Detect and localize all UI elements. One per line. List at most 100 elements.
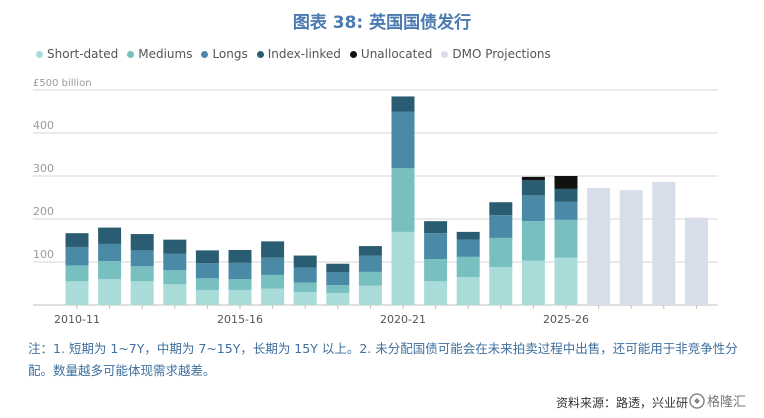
svg-text:格隆汇: 格隆汇 [707,394,746,410]
bar-segment-longs [98,243,122,262]
bar-segment-short-dated [326,292,350,305]
legend-item-longs: Longs [201,47,248,61]
watermark-logo: 格隆汇 [689,393,746,410]
bar-segment-index-linked [163,239,187,254]
bar-segment-short-dated [554,257,578,305]
legend-swatch [349,50,357,58]
legend-label: Mediums [138,47,193,61]
bar-segment-index-linked [326,263,350,273]
chart-title: 图表 38: 英国国债发行 [292,13,472,33]
bar-segment-mediums [521,221,545,261]
bar-segment-unallocated [554,176,578,189]
bar-segment-short-dated [98,279,122,305]
bar-segment-short-dated [65,281,89,305]
bar-segment-index-linked [65,233,89,247]
bar-segment-mediums [293,282,317,293]
legend-item-mediums: Mediums [127,47,192,61]
bar-segment-short-dated [195,289,219,305]
bar-segment-longs [195,263,219,279]
bar-segment-short-dated [261,288,285,305]
bar-segment-mediums [195,278,219,290]
bar-segment-short-dated [358,285,382,305]
legend-item-dmo-projections: DMO Projections [441,47,551,61]
bar-segment-short-dated [456,277,480,305]
bar-segment-index-linked [228,249,252,263]
bar-segment-dmo-projections [587,188,611,305]
bar-segment-mediums [261,274,285,289]
bar-segment-mediums [326,285,350,293]
bar-segment-dmo-projections [619,190,643,305]
legend-item-index-linked: Index-linked [256,47,341,61]
bar-segment-index-linked [293,255,317,268]
source-text: 资料来源：路透，兴业研 [556,396,689,410]
bar-segment-dmo-projections [652,182,676,305]
bar-segment-index-linked [261,241,285,258]
bar-segment-longs [554,201,578,220]
bar-segment-short-dated [391,231,415,305]
legend-swatch [36,50,43,58]
bar-segment-short-dated [130,281,154,305]
bar-segment-index-linked [98,227,122,244]
legend-swatch [201,50,209,58]
legend-swatch [256,50,264,58]
bar-chart: £500 billion 400 300 200 100 2010-11 2015-16 20… [33,78,718,326]
bar-segment-short-dated [424,281,448,305]
legend-swatch [441,50,449,58]
bar-segment-longs [521,195,545,222]
bar-segment-index-linked [195,250,219,264]
bar-segment-longs [228,262,252,280]
legend-item-short-dated: Short-dated [36,47,118,61]
bar-segment-mediums [554,219,578,258]
y-tick-label: 100 [33,248,54,261]
bar-segment-longs [391,111,415,169]
bar-segment-index-linked [358,246,382,256]
legend-label: Unallocated [360,47,433,61]
bar-segment-mediums [163,270,187,285]
x-tick-label: 2025-26 [543,313,589,326]
bar-segment-short-dated [163,284,187,305]
bar-segment-mediums [130,266,154,282]
bar-segment-mediums [65,265,89,282]
bar-segment-index-linked [489,202,513,216]
bar-segment-short-dated [293,292,317,305]
bar-segment-mediums [98,261,122,280]
bar-segment-longs [358,255,382,272]
bar-segment-longs [326,272,350,286]
legend-label: DMO Projections [452,47,551,61]
chart-note: 注：1. 短期为 1~7Y，中期为 7~15Y，长期为 15Y 以上。2. 未分… [28,341,738,378]
legend-label: Index-linked [267,47,341,61]
y-tick-label: £500 billion [33,78,92,89]
y-tick-label: 200 [33,205,54,218]
legend-item-unallocated: Unallocated [349,47,433,61]
bar-segment-mediums [489,237,513,268]
bar-segment-longs [130,250,154,267]
legend-swatch [127,50,135,58]
bar-segment-index-linked [424,221,448,234]
bar-segment-short-dated [521,260,545,305]
bar-segment-longs [424,233,448,259]
bar-segment-mediums [358,271,382,286]
bar-segment-longs [456,239,480,257]
bar-segment-short-dated [228,289,252,305]
x-tick-label: 2010-11 [54,313,100,326]
bar-segment-unallocated [521,176,545,181]
bar-segment-mediums [424,258,448,282]
bar-segment-longs [489,215,513,238]
bar-segment-mediums [456,256,480,278]
x-tick-label: 2015-16 [217,313,263,326]
bar-segment-index-linked [391,96,415,112]
bar-segment-dmo-projections [684,217,708,305]
bar-segment-index-linked [456,231,480,240]
bar-segment-index-linked [521,180,545,196]
bar-segment-short-dated [489,267,513,305]
bar-segment-longs [293,267,317,283]
legend-label: Longs [212,47,248,61]
y-tick-label: 400 [33,119,54,132]
bar-segment-mediums [228,279,252,290]
bar-segment-longs [65,246,89,266]
bar-segment-index-linked [554,188,578,202]
legend: Short-dated Mediums Longs Index-linked U… [36,47,560,61]
bar-segment-longs [163,253,187,271]
bar-segment-longs [261,257,285,275]
bar-segment-index-linked [130,234,154,251]
